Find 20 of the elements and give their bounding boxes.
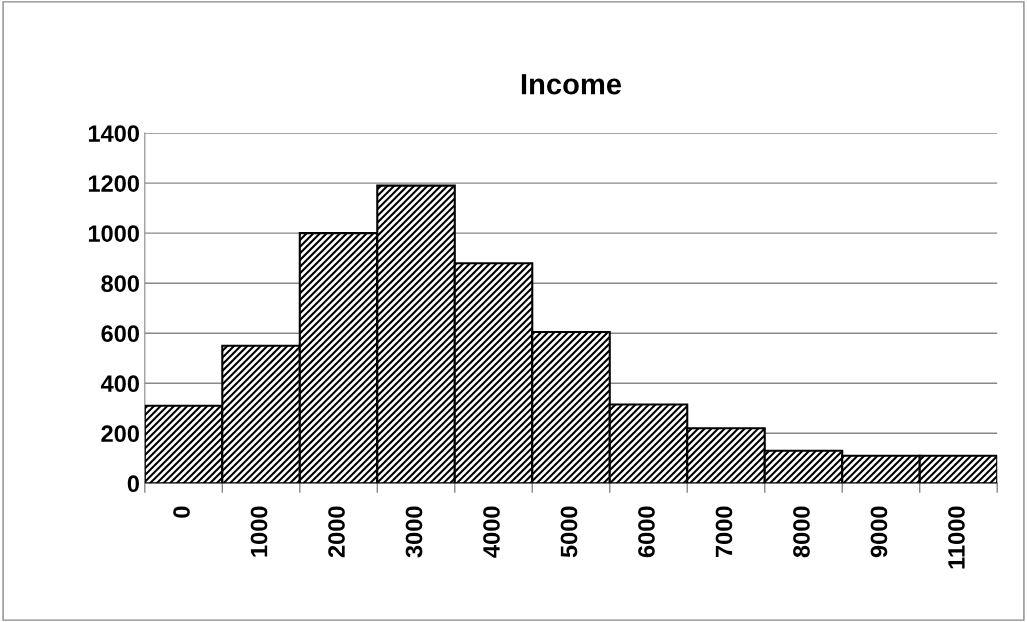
y-tick-label: 1400: [88, 125, 139, 142]
x-tick-label: 3000: [405, 506, 423, 558]
x-tick-label: 9000: [870, 506, 888, 558]
x-tick-label: 1000: [250, 506, 268, 557]
x-tick-label: 4000: [483, 506, 500, 558]
y-tick-label: 800: [101, 275, 139, 292]
y-tick-label: 200: [101, 425, 139, 443]
x-tick-label: 7000: [715, 506, 733, 558]
x-tick-label: 6000: [638, 506, 655, 558]
x-tick-label: 5000: [560, 506, 578, 558]
x-tick-label: 0: [173, 506, 190, 518]
x-tick-label: 2000: [328, 506, 345, 558]
y-tick-label: 1200: [88, 175, 139, 192]
y-tick-label: 400: [100, 375, 139, 393]
chart-title: Income: [521, 74, 622, 95]
y-tick-label: 600: [101, 325, 139, 342]
y-tick-label: 1000: [88, 225, 139, 242]
x-tick-label: 11000: [948, 506, 965, 569]
x-tick-label: 8000: [793, 506, 810, 558]
y-tick-label: 0: [127, 475, 139, 493]
